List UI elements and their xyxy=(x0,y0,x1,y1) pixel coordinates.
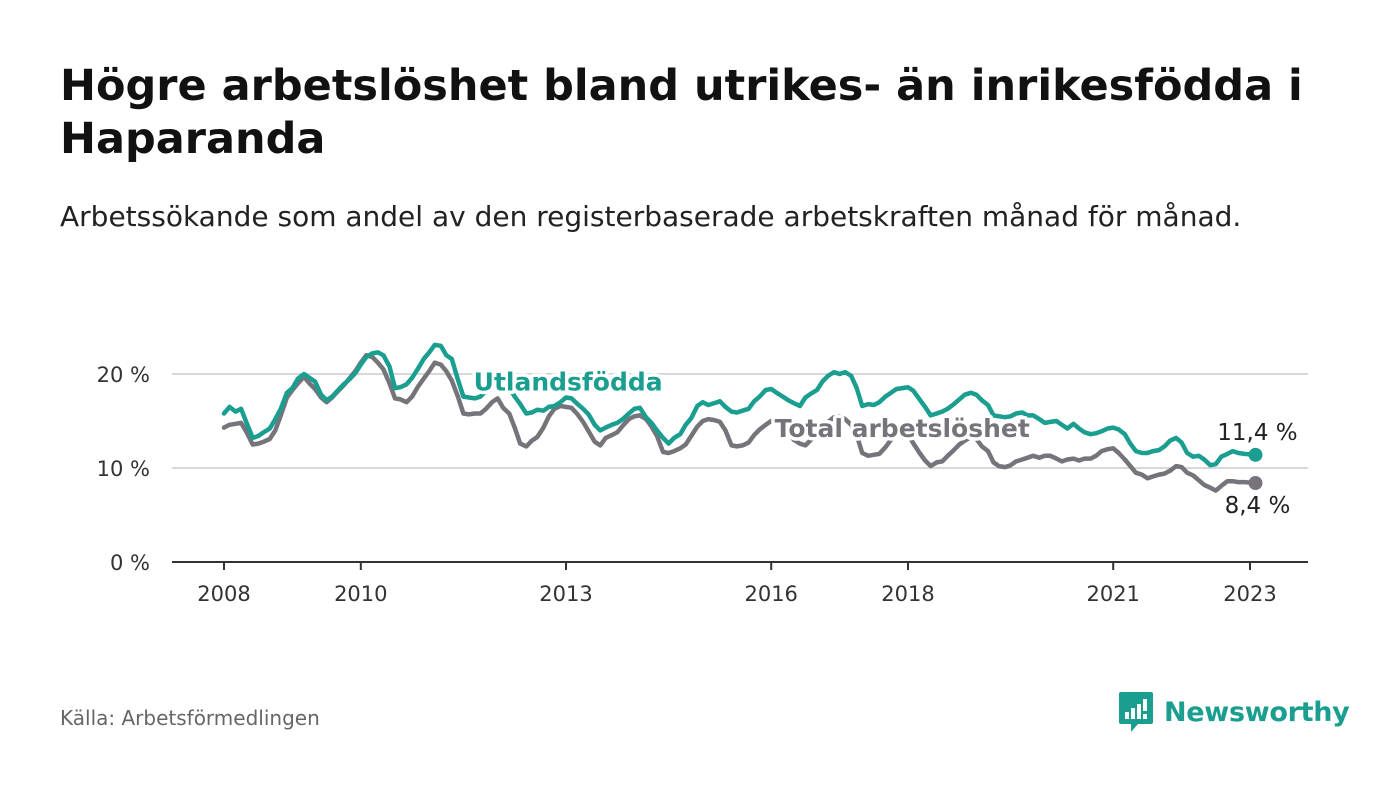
chart-subtitle: Arbetssökande som andel av den registerb… xyxy=(60,200,1242,233)
series-annotation: Utlandsfödda xyxy=(474,367,663,396)
chart-title: Högre arbetslöshet bland utrikes- än inr… xyxy=(60,61,1303,164)
x-tick-label: 2018 xyxy=(881,582,934,606)
y-tick-label: 0 % xyxy=(110,551,150,575)
newsworthy-icon xyxy=(1119,692,1153,732)
grid-lines xyxy=(172,373,1308,469)
source-note: Källa: Arbetsförmedlingen xyxy=(60,706,320,730)
end-value-label: 8,4 % xyxy=(1225,493,1291,519)
labels: Utlandsfödda Total arbetslöshet 11,4 % 8,4 … xyxy=(470,364,1298,519)
series-line xyxy=(221,342,1258,468)
x-tick-label: 2021 xyxy=(1086,582,1139,606)
x-tick-label: 2008 xyxy=(197,582,250,606)
x-tick-label: 2013 xyxy=(539,582,592,606)
series-line xyxy=(221,352,1258,493)
end-value-label: 11,4 % xyxy=(1217,420,1297,446)
series-annotation: Total arbetslöshet xyxy=(775,414,1030,443)
brand-logo: Newsworthy xyxy=(1118,690,1350,734)
series-lines xyxy=(221,342,1263,493)
y-tick-label: 10 % xyxy=(97,457,150,481)
x-tick-label: 2010 xyxy=(334,582,387,606)
y-tick-label: 20 % xyxy=(97,363,150,387)
x-tick-label: 2023 xyxy=(1223,582,1276,606)
axes: 0 % 10 % 20 % 2008 2010 2013 2016 2018 2021 2023 xyxy=(97,363,1308,606)
brand-name: Newsworthy xyxy=(1164,696,1350,728)
end-point-marker xyxy=(1248,476,1263,491)
end-point-marker xyxy=(1248,447,1263,462)
x-tick-label: 2016 xyxy=(744,582,797,606)
